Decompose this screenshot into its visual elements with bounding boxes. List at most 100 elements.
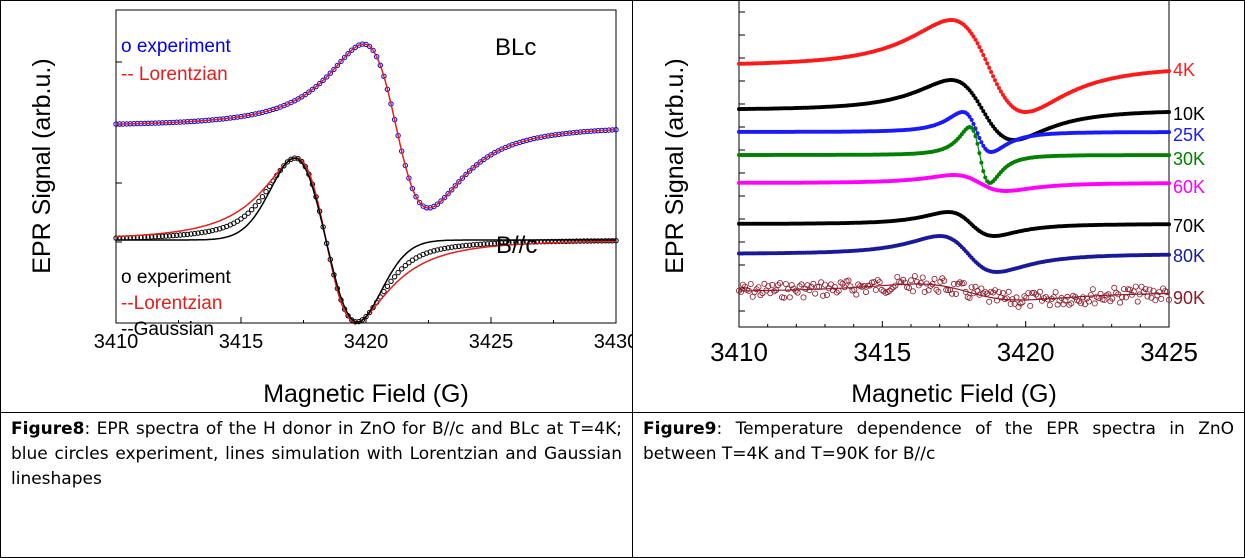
figure8-series-point	[391, 274, 398, 280]
figure8-series-point	[463, 242, 469, 249]
figure9-series-point	[798, 281, 805, 288]
figure9-series-line	[739, 19, 1170, 113]
figure9-series-point	[810, 280, 817, 287]
figure9-series-point	[1015, 303, 1022, 310]
figure8-series-point	[195, 230, 201, 236]
figure8-series-point	[445, 245, 451, 251]
figure8-series-point	[477, 159, 483, 165]
figure8-series-point	[452, 244, 458, 250]
figure8-series-point	[324, 74, 330, 80]
figure8-series-point	[559, 238, 566, 245]
figure9-series-label: 70K	[1173, 216, 1205, 236]
figure9-series-point	[821, 281, 828, 288]
figure8-series-point	[206, 228, 212, 235]
figure9-series-point	[1122, 294, 1129, 301]
figure8-series-point	[320, 77, 326, 84]
figure9-series-point	[905, 284, 912, 291]
figure9-x-tick-label: 3420	[997, 337, 1055, 367]
figure8-series-point	[345, 51, 351, 57]
figure9-series-point	[1105, 291, 1112, 298]
figure8-series-point	[402, 262, 408, 269]
figure8-series-line	[116, 43, 617, 209]
figure9-series-point	[933, 286, 940, 293]
figure8-series-point	[413, 194, 419, 200]
figure9-caption-label: Figure9	[643, 419, 717, 439]
figure8-series-point	[259, 194, 266, 200]
figure8-series-point	[434, 201, 441, 207]
figure9-series-point	[943, 286, 950, 293]
figure8-series-point	[466, 242, 473, 248]
figure9-series-point	[1089, 286, 1096, 293]
figure8-y-axis-label: EPR Signal (arb.u.)	[28, 58, 56, 273]
figure8-series-point	[459, 243, 466, 249]
figure9-series-point	[804, 282, 811, 289]
figure8-series-point	[463, 171, 469, 178]
figure9-series-point	[741, 283, 748, 290]
figure8-legend-lorentzian-red: -- Lorentzian	[121, 64, 228, 85]
figure8-series-point	[574, 238, 580, 244]
figure9-series-point	[866, 282, 873, 289]
figure8-series-point	[445, 191, 451, 197]
figure9-series-point	[982, 288, 989, 295]
figure9-series-label: 25K	[1173, 125, 1205, 145]
figure8-series-point	[327, 70, 333, 76]
figure8-series-point	[484, 241, 491, 247]
figure9-series-point	[1052, 289, 1059, 296]
figure9-series-point	[1142, 285, 1149, 292]
figure8-series-point	[399, 266, 405, 272]
figure9-series-point	[1109, 295, 1116, 302]
figure8-series-point	[395, 269, 401, 276]
figure9-series-point	[892, 282, 899, 289]
figure9-series-point	[1166, 296, 1173, 303]
figure9-series-point	[978, 285, 985, 292]
figure9-series-point	[841, 284, 848, 291]
figure8-series-point	[481, 241, 487, 247]
figure9-series-point	[812, 290, 819, 297]
figure8-series-point	[570, 238, 576, 244]
figure8-caption-label: Figure8	[11, 419, 85, 439]
figure9-x-tick-label: 3425	[1140, 337, 1198, 367]
figure9-series-point	[907, 277, 914, 284]
figure9-series-point	[919, 274, 926, 281]
figure9-series-point	[1060, 301, 1067, 308]
figure9-series-point	[886, 287, 893, 294]
figure8-series-point	[388, 278, 394, 284]
figure9-series-point	[935, 288, 942, 295]
figure8-series-point	[284, 159, 291, 165]
figure9-series-point	[769, 281, 776, 288]
figure8-series-point	[341, 54, 348, 61]
figure8-series-point	[581, 238, 587, 244]
figure8-series-point	[349, 47, 355, 53]
figure9-series-point	[819, 292, 826, 299]
figure9-series-point	[1068, 300, 1075, 307]
figure8-x-tick-label: 3425	[469, 331, 514, 353]
figure9-series-line	[739, 235, 1170, 273]
figure9-series-point	[853, 291, 860, 298]
figure9-series-point	[1003, 295, 1010, 302]
figure8-series-point	[306, 89, 312, 95]
figure9-series-point	[1120, 286, 1127, 293]
figure9-series-point	[1017, 300, 1024, 307]
figure9-series-point	[818, 279, 825, 286]
figure9-caption: Figure9: Temperature dependence of the E…	[633, 413, 1244, 557]
figure9-series-point	[888, 285, 895, 292]
figure8-series-point	[216, 226, 223, 232]
figure9-caption-text: : Temperature dependence of the EPR spec…	[643, 419, 1234, 464]
figure9-series-point	[937, 278, 944, 285]
figure9-series-point	[1085, 298, 1092, 305]
figure9-series-point	[1050, 294, 1057, 301]
figure8-series-point	[591, 238, 598, 244]
figure9-series-point	[753, 286, 760, 293]
figure9-series-point	[1154, 292, 1161, 299]
figure8-legend-lorentzian: --Lorentzian	[121, 293, 222, 314]
figure9-series-point	[784, 286, 791, 293]
figure9-series-point	[999, 289, 1006, 296]
figure9-series-label: 4K	[1173, 60, 1195, 80]
figure8-series-point	[434, 247, 441, 253]
figure9-series-point	[1025, 290, 1032, 297]
figure8-caption-text: : EPR spectra of the H donor in ZnO for …	[11, 419, 622, 489]
figure9-series-point	[1156, 288, 1163, 295]
figure8-series-point	[366, 43, 373, 50]
